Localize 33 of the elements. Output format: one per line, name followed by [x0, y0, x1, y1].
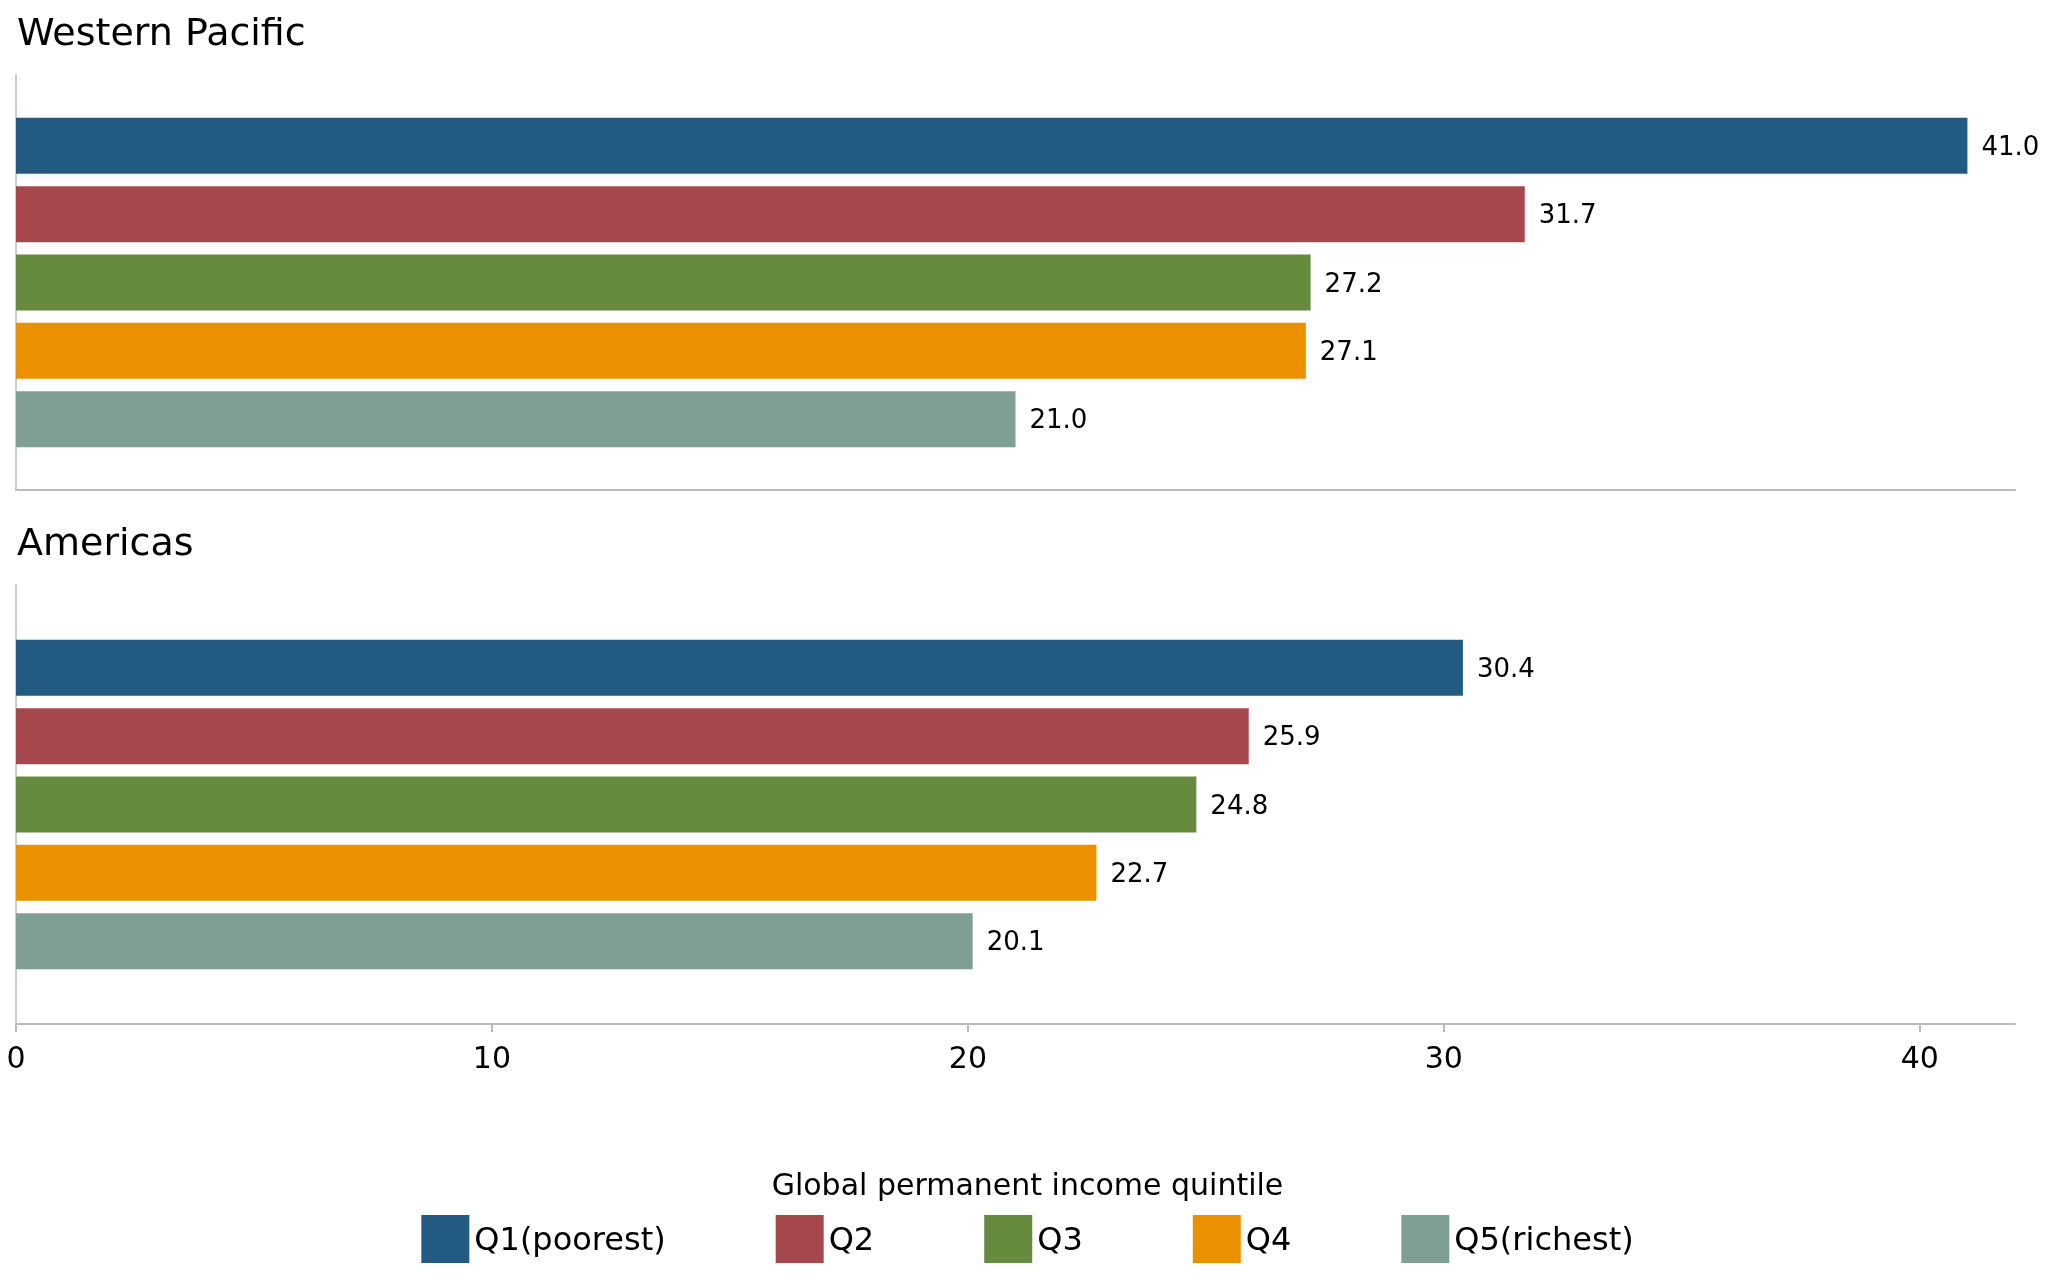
bar	[16, 117, 1968, 174]
data-label: 21.0	[1029, 404, 1088, 435]
legend-label: Q3	[1037, 1220, 1083, 1258]
legend-label: Q5(richest)	[1454, 1220, 1634, 1258]
x-tick-label: 40	[1900, 1039, 1939, 1075]
x-tick-label: 10	[472, 1039, 512, 1075]
legend-title: Global permanent income quintile	[771, 1166, 1284, 1202]
data-label: 27.2	[1324, 267, 1383, 298]
x-tick-label: 30	[1424, 1039, 1463, 1075]
legend-label: Q1(poorest)	[474, 1220, 666, 1258]
bar	[16, 186, 1525, 243]
bar	[16, 322, 1306, 379]
data-label: 24.8	[1210, 789, 1269, 820]
data-label: 31.7	[1538, 199, 1597, 230]
data-label: 22.7	[1110, 857, 1169, 888]
x-tick-label: 0	[6, 1039, 26, 1075]
bar	[16, 776, 1197, 833]
x-tick-label: 20	[948, 1039, 987, 1075]
bar	[16, 639, 1463, 696]
data-label: 20.1	[986, 926, 1045, 957]
bar	[16, 844, 1097, 901]
chart-title: Americas	[17, 520, 194, 564]
bar	[16, 254, 1311, 311]
data-label: 30.4	[1476, 652, 1535, 683]
bar	[16, 913, 973, 970]
data-label: 25.9	[1262, 721, 1321, 752]
bar	[16, 391, 1016, 448]
legend-label: Q4	[1245, 1220, 1292, 1258]
bar	[16, 708, 1249, 765]
data-label: 27.1	[1319, 335, 1378, 366]
legend-label: Q2	[828, 1220, 875, 1258]
chart-title: Western Pacific	[17, 10, 306, 54]
data-label: 41.0	[1981, 130, 2040, 161]
